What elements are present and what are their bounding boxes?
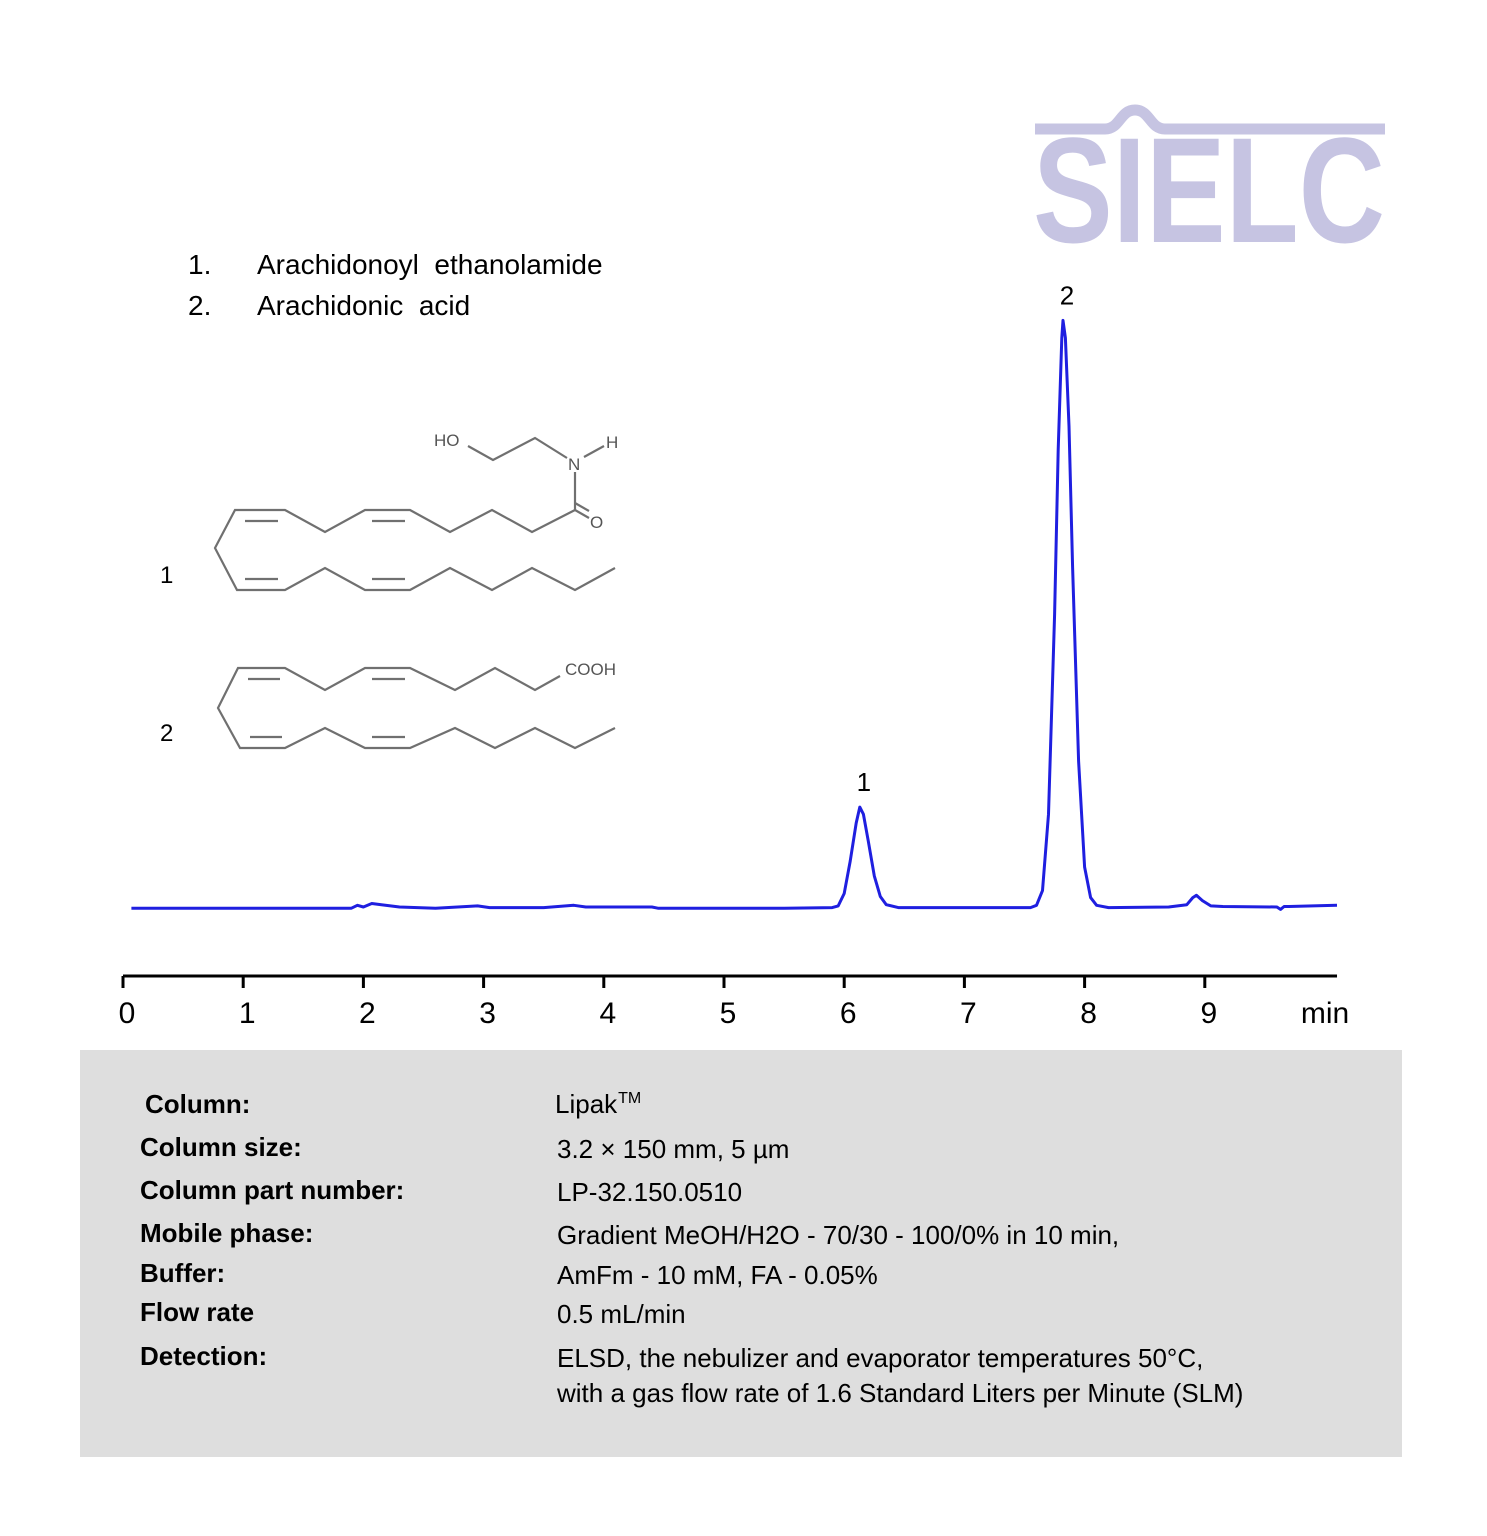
condition-label: Detection: bbox=[140, 1341, 267, 1371]
condition-label: Mobile phase: bbox=[140, 1218, 313, 1248]
compound-name: Arachidonoyl ethanolamide bbox=[257, 249, 603, 280]
atom-label: H bbox=[606, 433, 618, 452]
x-tick-label: 1 bbox=[239, 997, 256, 1030]
x-tick-label: 2 bbox=[359, 997, 376, 1030]
atom-label: COOH bbox=[565, 660, 616, 679]
x-tick-label: 4 bbox=[599, 997, 616, 1030]
atom-label: N bbox=[568, 455, 580, 474]
structure-label: 2 bbox=[160, 720, 173, 747]
logo: SIELC bbox=[1033, 106, 1385, 274]
compound-number: 1. bbox=[188, 249, 211, 280]
x-tick-label: 0 bbox=[119, 997, 136, 1030]
compound-number: 2. bbox=[188, 290, 211, 321]
condition-value: AmFm - 10 mM, FA - 0.05% bbox=[557, 1260, 878, 1290]
condition-value: ELSD, the nebulizer and evaporator tempe… bbox=[557, 1343, 1203, 1373]
x-tick-label: 3 bbox=[479, 997, 496, 1030]
condition-value: Lipak bbox=[555, 1089, 618, 1119]
x-tick-label: 5 bbox=[720, 997, 737, 1030]
condition-label: Column size: bbox=[140, 1132, 302, 1162]
atom-label: O bbox=[590, 513, 603, 532]
peak-label: 1 bbox=[857, 767, 871, 797]
condition-value: 3.2 × 150 mm, 5 µm bbox=[557, 1134, 789, 1164]
structure-1 bbox=[213, 436, 616, 592]
structure-label: 1 bbox=[160, 562, 173, 589]
condition-value: 0.5 mL/min bbox=[557, 1299, 686, 1329]
peak-label: 2 bbox=[1060, 280, 1074, 310]
x-tick-label: 9 bbox=[1200, 997, 1217, 1030]
condition-value: with a gas flow rate of 1.6 Standard Lit… bbox=[556, 1378, 1243, 1408]
structure-2 bbox=[216, 666, 616, 750]
condition-label: Buffer: bbox=[140, 1258, 225, 1288]
chromatogram-line bbox=[131, 318, 1338, 911]
x-axis-label: min bbox=[1301, 997, 1349, 1030]
x-tick-label: 6 bbox=[840, 997, 857, 1030]
logo-swoosh bbox=[1035, 104, 1385, 135]
condition-value: LP-32.150.0510 bbox=[557, 1177, 742, 1207]
condition-label: Column part number: bbox=[140, 1175, 404, 1205]
condition-sup: TM bbox=[618, 1090, 641, 1107]
condition-label: Column: bbox=[145, 1089, 250, 1119]
conditions: Column: Lipak TM Column size: 3.2 × 150 mm, … bbox=[140, 1089, 1243, 1408]
condition-label: Flow rate bbox=[140, 1297, 254, 1327]
x-tick-label: 8 bbox=[1080, 997, 1097, 1030]
condition-value: Gradient MeOH/H2O - 70/30 - 100/0% in 10… bbox=[557, 1220, 1119, 1250]
compound-name: Arachidonic acid bbox=[257, 290, 470, 321]
atom-label: HO bbox=[434, 431, 460, 450]
conditions-panel bbox=[80, 1050, 1402, 1457]
x-tick-label: 7 bbox=[960, 997, 977, 1030]
